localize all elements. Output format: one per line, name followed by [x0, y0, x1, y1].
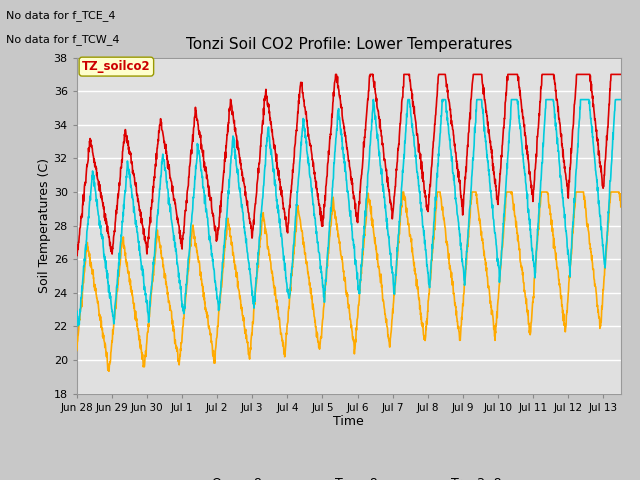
Text: TZ_soilco2: TZ_soilco2: [82, 60, 150, 73]
Title: Tonzi Soil CO2 Profile: Lower Temperatures: Tonzi Soil CO2 Profile: Lower Temperatur…: [186, 37, 512, 52]
Text: No data for f_TCE_4: No data for f_TCE_4: [6, 10, 116, 21]
Y-axis label: Soil Temperatures (C): Soil Temperatures (C): [38, 158, 51, 293]
Legend: Open -8cm, Tree -8cm, Tree2 -8cm: Open -8cm, Tree -8cm, Tree2 -8cm: [172, 472, 525, 480]
Text: No data for f_TCW_4: No data for f_TCW_4: [6, 34, 120, 45]
X-axis label: Time: Time: [333, 415, 364, 429]
